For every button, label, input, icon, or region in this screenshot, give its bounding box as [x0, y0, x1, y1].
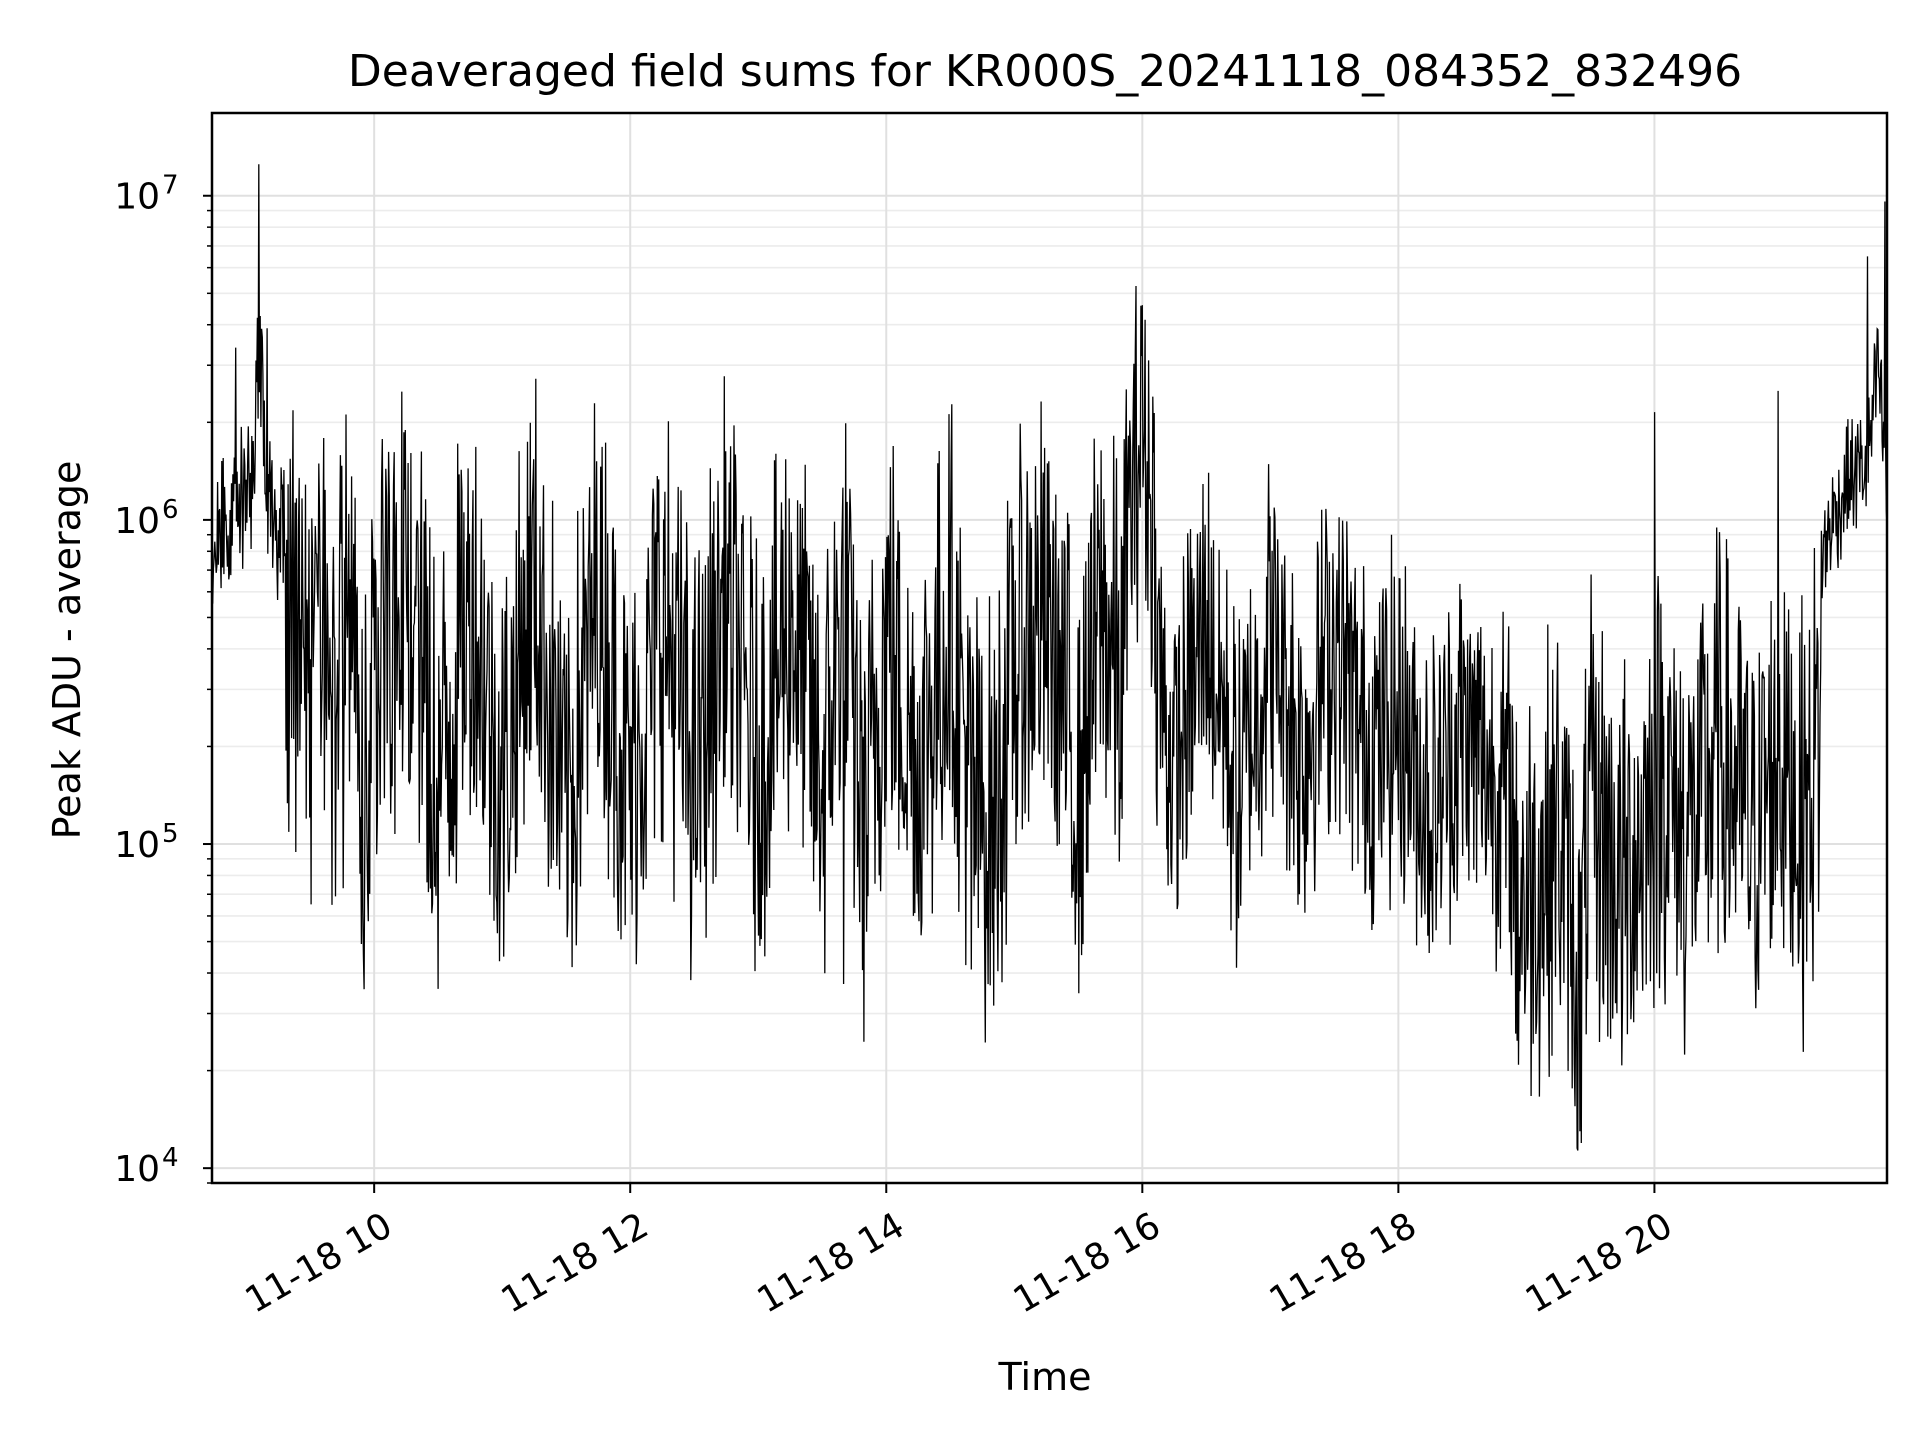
x-axis-label: Time [998, 1355, 1092, 1399]
y-tick-label-exponent: 6 [162, 495, 179, 525]
y-tick-label-exponent: 5 [162, 819, 179, 849]
y-axis-label: Peak ADU - average [45, 461, 89, 840]
y-tick-label: 10 [114, 825, 160, 866]
y-tick-label: 10 [114, 501, 160, 542]
y-tick-label-exponent: 4 [162, 1143, 179, 1173]
series-line [211, 164, 1888, 1151]
plot-frame [210, 111, 1889, 1185]
y-tick-label: 10 [114, 1149, 160, 1190]
y-tick-label-exponent: 7 [162, 171, 179, 201]
plot-area [211, 164, 1888, 1151]
y-tick-label: 10 [114, 177, 160, 218]
chart-title: Deaveraged field sums for KR000S_2024111… [348, 46, 1742, 97]
